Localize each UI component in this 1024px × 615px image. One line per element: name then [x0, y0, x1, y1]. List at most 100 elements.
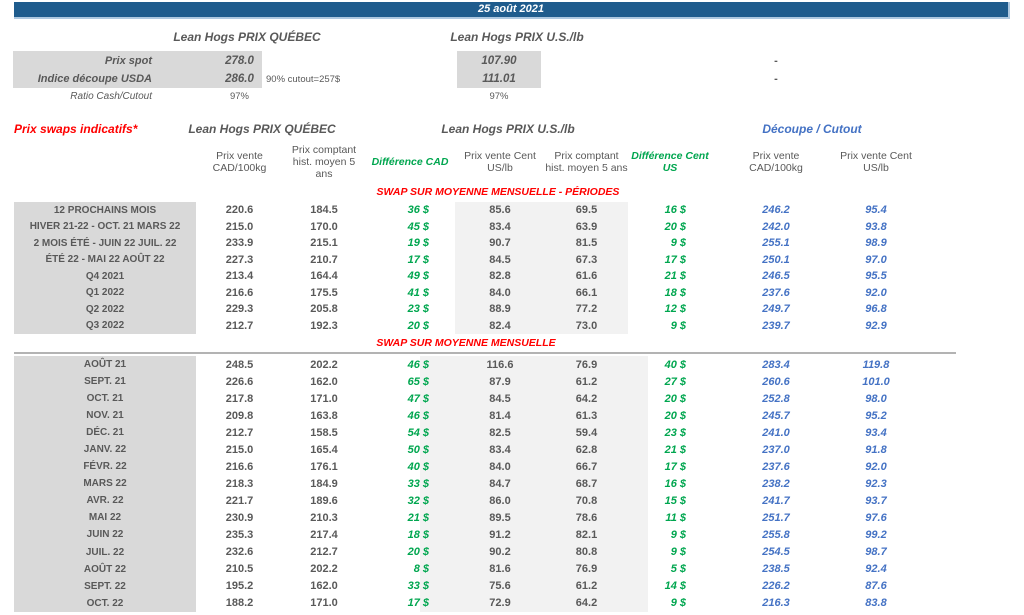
- cell-prix-vente-cad: 230.9: [225, 511, 254, 524]
- cell-prix-vente-cad: 218.3: [225, 477, 254, 490]
- cell-prix-vente-cad: 217.8: [225, 392, 254, 405]
- cell-prix-vente-us: 83.4: [489, 220, 511, 233]
- column-header-prix-vente-cad: Prix vente CAD/100kg: [212, 150, 267, 174]
- cell-prix-vente-us: 86.0: [489, 494, 511, 507]
- table-row: OCT. 21 217.8 171.0 47 $ 84.5 64.2 20 $ 252.8 98…: [14, 390, 912, 407]
- cell-prix-vente-cad: 248.5: [225, 358, 254, 371]
- cell-difference-cad: 20 $: [407, 319, 429, 332]
- cell-difference-us: 9 $: [670, 319, 686, 332]
- cell-prix-vente-us: 85.6: [489, 204, 511, 217]
- cell-difference-us: 20 $: [664, 409, 686, 422]
- periods-table: 12 PROCHAINS MOIS 220.6 184.5 36 $ 85.6 69.5 1…: [14, 202, 912, 334]
- row-label: 2 MOIS ÉTÉ - JUIN 22 JUIL. 22: [33, 237, 177, 249]
- spot-quebec-value: 278.0: [225, 55, 254, 67]
- cell-prix-comptant-us: 64.2: [575, 392, 598, 405]
- cell-prix-comptant-cad: 162.0: [310, 580, 338, 593]
- cell-prix-comptant-us: 61.6: [575, 270, 598, 283]
- table-row: AOÛT 21 248.5 202.2 46 $ 116.6 76.9 40 $ 283.4 1…: [14, 356, 912, 373]
- cell-cutout-us: 93.8: [865, 220, 887, 233]
- cell-difference-us: 9 $: [670, 546, 686, 559]
- cell-prix-comptant-us: 62.8: [575, 443, 598, 456]
- cell-difference-cad: 33 $: [407, 477, 429, 490]
- cell-prix-vente-us: 82.4: [489, 319, 511, 332]
- row-label: HIVER 21-22 - OCT. 21 MARS 22: [29, 221, 181, 233]
- cell-prix-vente-us: 81.4: [489, 409, 511, 422]
- cell-prix-comptant-us: 66.1: [575, 286, 598, 299]
- cell-prix-comptant-cad: 171.0: [310, 597, 338, 610]
- cell-cutout-us: 119.8: [862, 358, 890, 371]
- column-headers: Prix vente CAD/100kg Prix comptant hist.…: [14, 140, 912, 184]
- cell-difference-us: 18 $: [664, 286, 686, 299]
- cell-prix-comptant-cad: 202.2: [310, 358, 338, 371]
- cell-cutout-cad: 283.4: [762, 358, 790, 371]
- cell-cutout-us: 83.8: [865, 597, 887, 610]
- cell-prix-comptant-cad: 210.3: [310, 511, 338, 524]
- cell-difference-us: 40 $: [664, 358, 686, 371]
- row-label: MAI 22: [88, 512, 122, 524]
- table-row: Q3 2022 212.7 192.3 20 $ 82.4 73.0 9 $ 239.7 92.…: [14, 318, 912, 335]
- cell-prix-vente-us: 84.5: [489, 392, 511, 405]
- row-label: AVR. 22: [86, 495, 124, 507]
- row-label: NOV. 21: [86, 410, 124, 422]
- cell-prix-comptant-us: 61.2: [575, 375, 598, 388]
- cell-cutout-us: 97.6: [865, 511, 887, 524]
- cell-prix-vente-cad: 226.6: [225, 375, 254, 388]
- cell-prix-vente-cad: 227.3: [225, 253, 254, 266]
- table-row: 12 PROCHAINS MOIS 220.6 184.5 36 $ 85.6 69.5 1…: [14, 202, 912, 219]
- cutout-section-title: Découpe / Cutout: [762, 122, 862, 136]
- table-row: 2 MOIS ÉTÉ - JUIN 22 JUIL. 22 233.9 215.1 1…: [14, 235, 912, 252]
- cell-prix-vente-cad: 215.0: [225, 443, 254, 456]
- cell-difference-us: 11 $: [665, 511, 686, 524]
- cell-difference-us: 21 $: [664, 443, 686, 456]
- spot-us-title: Lean Hogs PRIX U.S./lb: [450, 30, 584, 44]
- cell-prix-vente-us: 84.7: [489, 477, 511, 490]
- column-header-difference-cad: Différence CAD: [371, 156, 449, 168]
- cell-prix-vente-cad: 232.6: [225, 546, 254, 559]
- cell-prix-vente-us: 88.9: [489, 303, 511, 316]
- cell-prix-vente-cad: 229.3: [225, 303, 254, 316]
- cell-difference-cad: 47 $: [407, 392, 429, 405]
- cell-prix-comptant-us: 61.3: [575, 409, 598, 422]
- cell-prix-vente-us: 116.6: [486, 358, 514, 371]
- cell-cutout-us: 91.8: [865, 443, 887, 456]
- cell-difference-us: 17 $: [664, 253, 686, 266]
- cell-prix-vente-cad: 212.7: [225, 319, 254, 332]
- cell-cutout-us: 95.4: [865, 204, 887, 217]
- cell-prix-vente-us: 87.9: [489, 375, 511, 388]
- row-label: Q3 2022: [85, 320, 125, 332]
- table-row: AOÛT 22 210.5 202.2 8 $ 81.6 76.9 5 $ 238.5 92.4: [14, 561, 912, 578]
- column-header-cutout-us: Prix vente Cent US/lb: [840, 150, 912, 174]
- cell-prix-comptant-cad: 176.1: [310, 460, 338, 473]
- cell-prix-comptant-us: 70.8: [575, 494, 598, 507]
- cell-prix-comptant-us: 76.9: [575, 358, 598, 371]
- cell-difference-cad: 8 $: [413, 563, 429, 576]
- cell-prix-comptant-cad: 184.9: [310, 477, 338, 490]
- cell-difference-cad: 45 $: [407, 220, 429, 233]
- cell-prix-comptant-us: 81.5: [575, 237, 598, 250]
- cell-difference-cad: 19 $: [407, 237, 429, 250]
- cell-prix-vente-cad: 221.7: [225, 494, 254, 507]
- cell-prix-vente-us: 72.9: [489, 597, 511, 610]
- cutout-index-row-dash: -: [774, 73, 778, 85]
- cell-difference-cad: 41 $: [407, 286, 429, 299]
- cell-difference-us: 21 $: [664, 270, 686, 283]
- cell-prix-comptant-cad: 175.5: [310, 286, 338, 299]
- cell-prix-comptant-us: 73.0: [575, 319, 598, 332]
- cell-difference-cad: 32 $: [407, 494, 429, 507]
- cell-difference-us: 15 $: [664, 494, 686, 507]
- cell-prix-vente-cad: 216.6: [225, 286, 254, 299]
- cell-cutout-cad: 260.6: [762, 375, 790, 388]
- row-label: OCT. 21: [86, 393, 124, 405]
- spot-row-label: Prix spot: [104, 55, 152, 67]
- row-label: FÉVR. 22: [83, 461, 127, 473]
- cell-cutout-cad: 238.2: [762, 477, 790, 490]
- cell-cutout-cad: 216.3: [762, 597, 790, 610]
- table-row: Q1 2022 216.6 175.5 41 $ 84.0 66.1 18 $ 237.6 92…: [14, 285, 912, 302]
- swaps-title: Prix swaps indicatifs*: [14, 122, 138, 136]
- cell-prix-vente-cad: 188.2: [225, 597, 254, 610]
- cell-prix-comptant-us: 82.1: [575, 528, 598, 541]
- cell-cutout-us: 92.3: [865, 477, 887, 490]
- table-row: MARS 22 218.3 184.9 33 $ 84.7 68.7 16 $ 238.2 92…: [14, 475, 912, 492]
- cell-difference-cad: 21 $: [407, 511, 429, 524]
- cell-prix-comptant-cad: 189.6: [310, 494, 338, 507]
